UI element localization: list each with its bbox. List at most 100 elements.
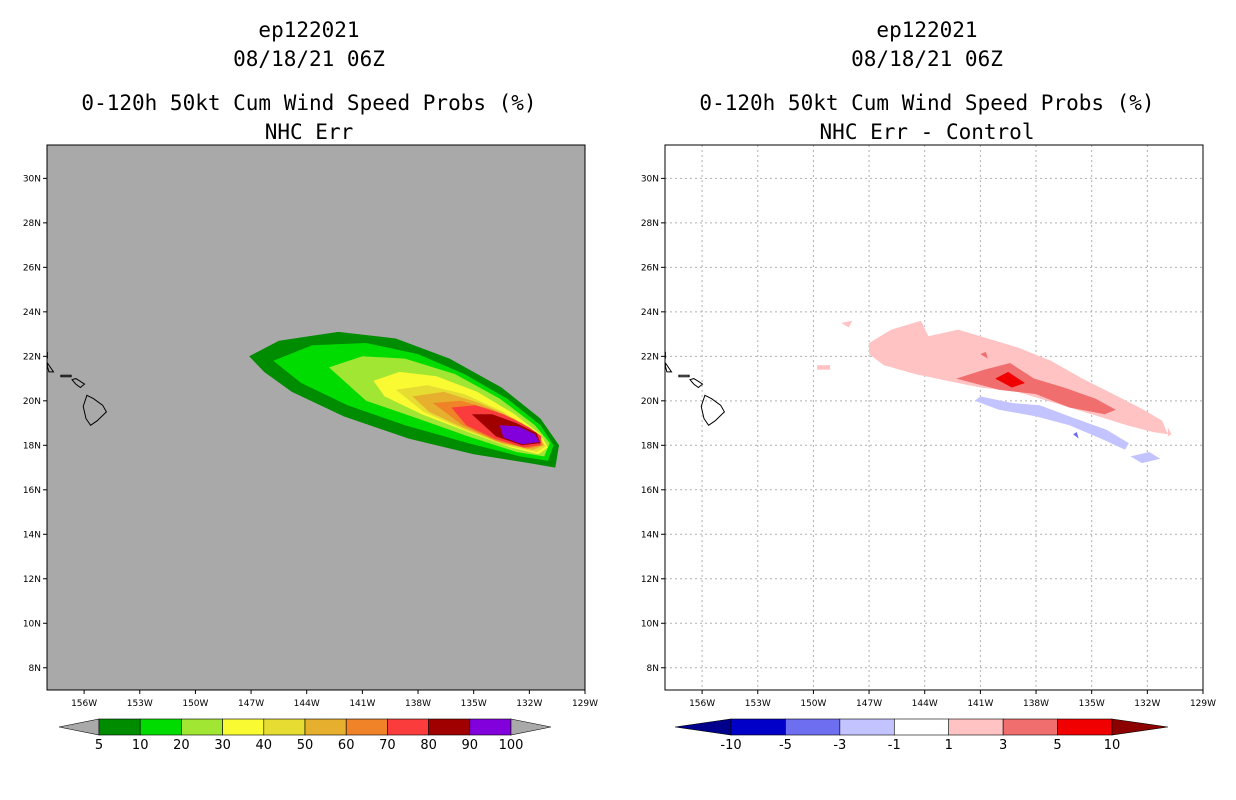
lat-tick-label: 12N xyxy=(641,575,659,585)
lat-tick-label: 12N xyxy=(23,575,41,585)
island-hawaii xyxy=(82,394,108,426)
lat-tick-label: 14N xyxy=(641,530,659,540)
lat-tick-label: 26N xyxy=(641,263,659,273)
lon-tick-label: 135W xyxy=(461,699,487,709)
colorbar-swatch xyxy=(785,718,841,736)
colorbar-swatch xyxy=(948,718,1004,736)
lon-tick-label: 156W xyxy=(689,699,715,709)
lat-tick-label: 22N xyxy=(641,352,659,362)
contour-level-3 xyxy=(980,351,988,359)
lon-tick-label: 150W xyxy=(800,699,826,709)
lat-tick-label: 8N xyxy=(647,664,659,674)
colorbar-over-arrow xyxy=(1111,718,1169,736)
colorbar-label: -10 xyxy=(720,738,741,753)
contour-level--3 xyxy=(1073,432,1079,439)
lat-tick-label: 28N xyxy=(641,219,659,229)
datetime: 08/18/21 06Z xyxy=(851,47,1003,71)
island-maui xyxy=(689,378,704,389)
difference-contours xyxy=(817,320,1172,464)
colorbar-label: 5 xyxy=(95,738,103,753)
product-title: 0-120h 50kt Cum Wind Speed Probs (%) xyxy=(81,91,537,115)
colorbar-label: 5 xyxy=(1053,738,1061,753)
colorbar-label: -5 xyxy=(779,738,792,753)
island-molokai xyxy=(678,374,690,378)
colorbar-label: -3 xyxy=(833,738,846,753)
island-molokai xyxy=(60,374,72,378)
lon-tick-label: 153W xyxy=(127,699,153,709)
lon-tick-label: 138W xyxy=(1023,699,1049,709)
colorbar-label: 3 xyxy=(999,738,1007,753)
storm-id: ep122021 xyxy=(258,18,360,42)
colorbar-label: 1 xyxy=(945,738,953,753)
lat-tick-label: 18N xyxy=(641,441,659,451)
storm-id: ep122021 xyxy=(876,18,978,42)
colorbar-swatch xyxy=(893,718,950,736)
colorbar-swatch xyxy=(181,718,223,736)
lon-tick-label: 129W xyxy=(572,699,598,709)
contour-level-3 xyxy=(956,363,1116,415)
colorbar-swatch xyxy=(428,718,471,736)
lat-tick-label: 30N xyxy=(641,174,659,184)
colorbar-label: 10 xyxy=(1104,738,1121,753)
lon-tick-label: 138W xyxy=(405,699,431,709)
lat-tick-label: 16N xyxy=(641,486,659,496)
colorbar-swatch xyxy=(263,718,306,736)
lon-tick-label: 141W xyxy=(967,699,993,709)
colorbar-swatch xyxy=(469,718,512,736)
lat-tick-label: 28N xyxy=(23,219,41,229)
colorbar-over-arrow xyxy=(510,718,552,736)
lon-tick-label: 132W xyxy=(1134,699,1160,709)
lon-tick-label: 153W xyxy=(745,699,771,709)
colorbar-label: 50 xyxy=(297,738,314,753)
contour-level-1 xyxy=(1167,427,1172,437)
colorbar: 5 10 20 30 40 50 60 70 80 90 100 xyxy=(58,718,552,753)
colorbar-swatch xyxy=(387,718,429,736)
lat-tick-label: 14N xyxy=(23,530,41,540)
colorbar-label: 40 xyxy=(256,738,273,753)
colorbar: -10 -5 -3 -1 1 3 5 10 xyxy=(674,718,1169,753)
colorbar-under-arrow xyxy=(674,718,732,736)
product-title: 0-120h 50kt Cum Wind Speed Probs (%) xyxy=(699,91,1155,115)
contour-level-1 xyxy=(817,365,831,370)
lat-tick-label: 20N xyxy=(641,397,659,407)
lon-tick-label: 144W xyxy=(294,699,320,709)
colorbar-swatch xyxy=(839,718,895,736)
colorbar-swatch xyxy=(1057,718,1113,736)
lon-tick-label: 135W xyxy=(1079,699,1105,709)
panel-subtitle: NHC Err xyxy=(264,120,354,144)
lat-tick-label: 22N xyxy=(23,352,41,362)
map-axes: 156W 153W 150W 147W 144W 141W 138W 135W 132W 129W… xyxy=(23,174,598,709)
contour-level-1 xyxy=(841,320,853,328)
lon-tick-label: 129W xyxy=(1190,699,1216,709)
lat-tick-label: 26N xyxy=(23,263,41,273)
colorbar-swatch xyxy=(1002,718,1058,736)
lat-tick-label: 24N xyxy=(641,308,659,318)
lat-tick-label: 8N xyxy=(29,664,41,674)
colorbar-label: 10 xyxy=(132,738,149,753)
colorbar-label: 100 xyxy=(499,738,524,753)
colorbar-label: 30 xyxy=(214,738,231,753)
colorbar-swatch xyxy=(304,718,347,736)
lat-tick-label: 16N xyxy=(23,486,41,496)
colorbar-label: 90 xyxy=(462,738,479,753)
left-panel: ep122021 08/18/21 06Z 0-120h 50kt Cum Wi… xyxy=(23,18,598,753)
lat-tick-label: 18N xyxy=(23,441,41,451)
contour-level-5 xyxy=(995,371,1025,388)
lon-tick-label: 147W xyxy=(856,699,882,709)
lat-tick-label: 10N xyxy=(641,619,659,629)
island-hawaii xyxy=(700,394,726,426)
island-maui xyxy=(71,378,86,389)
lon-tick-label: 132W xyxy=(516,699,542,709)
probability-contours xyxy=(249,331,559,468)
map-frame xyxy=(46,144,586,691)
lat-tick-label: 24N xyxy=(23,308,41,318)
lon-tick-label: 144W xyxy=(912,699,938,709)
lat-tick-label: 20N xyxy=(23,397,41,407)
map-frame xyxy=(664,144,1204,691)
colorbar-swatch xyxy=(345,718,388,736)
panel-subtitle: NHC Err - Control xyxy=(819,120,1035,144)
map-axes: 156W 153W 150W 147W 144W 141W 138W 135W 132W 129W… xyxy=(641,174,1216,709)
colorbar-swatch xyxy=(222,718,265,736)
lat-tick-label: 10N xyxy=(23,619,41,629)
colorbar-label: 20 xyxy=(173,738,190,753)
